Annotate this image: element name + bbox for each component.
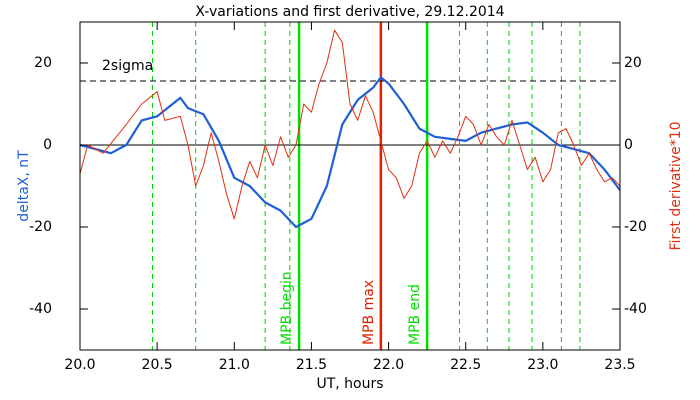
x-tick-label: 21.5 bbox=[296, 357, 327, 373]
y2-tick-label: -20 bbox=[624, 219, 647, 235]
data-line bbox=[79, 76, 621, 229]
y-axis-label: deltaX, nT bbox=[16, 150, 32, 222]
y-tick-label: 20 bbox=[34, 55, 52, 71]
x-axis-label: UT, hours bbox=[316, 376, 383, 392]
x-tick-label: 22.0 bbox=[373, 357, 404, 373]
y2-tick-label: 0 bbox=[624, 137, 633, 153]
x-tick-label: 20.0 bbox=[64, 357, 95, 373]
x-tick-label: 21.0 bbox=[219, 357, 250, 373]
vertical-line-label: MPB max bbox=[361, 280, 377, 345]
y2-axis-label: First derivative*10 bbox=[668, 121, 684, 250]
vertical-line-label: MPB begin bbox=[279, 271, 295, 345]
data-line bbox=[79, 29, 621, 220]
y-tick-label: 0 bbox=[43, 137, 52, 153]
horizontal-line-label: 2sigma bbox=[102, 58, 153, 74]
vertical-line-label: MPB end bbox=[407, 284, 423, 345]
y-tick-label: -20 bbox=[29, 219, 52, 235]
y2-tick-label: -40 bbox=[624, 301, 647, 317]
plot-frame bbox=[79, 21, 621, 351]
y-tick-label: -40 bbox=[29, 301, 52, 317]
x-tick-label: 23.5 bbox=[604, 357, 635, 373]
y2-tick-label: 20 bbox=[624, 55, 642, 71]
x-tick-label: 22.5 bbox=[450, 357, 481, 373]
x-tick-label: 20.5 bbox=[142, 357, 173, 373]
x-tick-label: 23.0 bbox=[527, 357, 558, 373]
chart-title: X-variations and first derivative, 29.12… bbox=[195, 4, 504, 20]
